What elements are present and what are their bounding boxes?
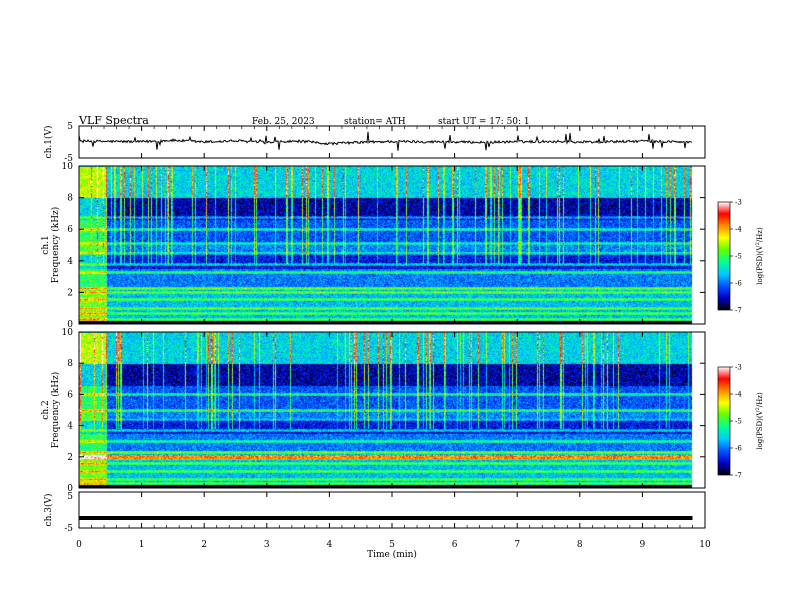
ch1-waveform-panel: 5 -5 ch.1(V) [43,122,706,164]
ch2-ytick-2: 2 [67,453,73,463]
ch1-ytick-top: 5 [67,122,73,132]
xtick-label-0: 0 [76,540,82,550]
ch2-spectrogram-panel: 0 2 4 6 8 10 ch.2 Frequency (kHz) [41,328,706,494]
colorbar-tick-label--4: -4 [735,391,742,399]
ch2-colorbar: -3 -4 -5 -6 -7 log(PSD)(V2/Hz) [717,364,764,480]
ch1-colorbar-gradient [718,202,730,310]
xtick-label-6: 6 [452,540,458,550]
ch1-ytick-0: 0 [67,320,73,330]
ch1-spec-yticks: 0 2 4 6 8 10 [62,162,705,330]
ch3-frame [78,491,706,529]
ch1-spectrogram-image [79,166,705,324]
xtick-label-1: 1 [139,540,145,550]
ch2-spectrogram-image [79,332,705,488]
ch1-ytick-2: 2 [67,288,73,298]
ch2-spec-ylabel-channel: ch.2 [41,400,51,419]
ch1-waveform-line [78,131,693,151]
ch2-ytick-0: 0 [67,484,73,494]
xtick-label-9: 9 [640,540,646,550]
xtick-label-7: 7 [514,540,520,550]
ch3-ytick-bottom: -5 [64,524,73,534]
ch1-spec-ylabel-channel: ch.1 [41,235,51,254]
ch2-colorbar-ticks: -3 -4 -5 -6 -7 [730,364,742,480]
time-axis: 0 1 2 3 4 5 6 7 8 9 10 [76,126,711,550]
ch1-ytick-bottom: -5 [64,154,73,164]
colorbar-tick-label--3: -3 [735,199,742,207]
colorbar-tick-label--6: -6 [735,280,742,288]
colorbar-tick-label--3: -3 [735,364,742,372]
ch2-ytick-8: 8 [67,359,73,369]
colorbar-tick-label--6: -6 [735,445,742,453]
start-time-label: start UT = 17: 50: 1 [438,117,530,127]
ch1-colorbar-label: log(PSD)(V2/Hz) [755,227,764,285]
ch1-ytick-6: 6 [67,225,73,235]
xtick-label-10: 10 [699,540,711,550]
ch2-colorbar-gradient [718,367,730,475]
colorbar-tick-label--4: -4 [735,226,742,234]
colorbar-tick-label--5: -5 [735,418,742,426]
ch2-ytick-6: 6 [67,390,73,400]
ch1-spectrogram-panel: 0 2 4 6 8 10 ch.1 Frequency (kHz) [41,162,706,330]
ch1-ylabel: ch.1(V) [43,126,54,159]
ch3-ylabel: ch.3(V) [43,494,54,527]
ch2-spec-ylabel: Frequency (kHz) [50,372,61,449]
colorbar-tick-label--7: -7 [735,472,742,480]
xtick-label-5: 5 [389,540,395,550]
xaxis-label: Time (min) [367,549,417,560]
xtick-label-8: 8 [577,540,583,550]
xtick-label-4: 4 [327,540,333,550]
ch3-ytick-top: 5 [67,492,73,502]
ch2-ytick-4: 4 [67,422,73,432]
ch2-spec-yticks: 0 2 4 6 8 10 [62,328,705,494]
ch3-waveform-panel: 5 -5 ch.3(V) [43,491,706,534]
ch1-ytick-8: 8 [67,194,73,204]
ch2-ytick-10: 10 [62,328,74,338]
ch1-spec-ylabel: Frequency (kHz) [50,207,61,284]
date-label: Feb. 25, 2023 [252,117,315,127]
colorbar-tick-label--7: -7 [735,307,742,315]
ch1-colorbar-ticks: -3 -4 -5 -6 -7 [730,199,742,315]
figure-title: VLF Spectra [78,114,149,127]
ch1-ytick-10: 10 [62,162,74,172]
station-label: station= ATH [344,117,406,127]
ch1-ytick-4: 4 [67,257,73,267]
xtick-label-3: 3 [264,540,270,550]
ch1-colorbar: -3 -4 -5 -6 -7 log(PSD)(V2/Hz) [717,199,764,315]
colorbar-tick-label--5: -5 [735,253,742,261]
xtick-label-2: 2 [201,540,207,550]
ch2-colorbar-label: log(PSD)(V2/Hz) [755,392,764,450]
